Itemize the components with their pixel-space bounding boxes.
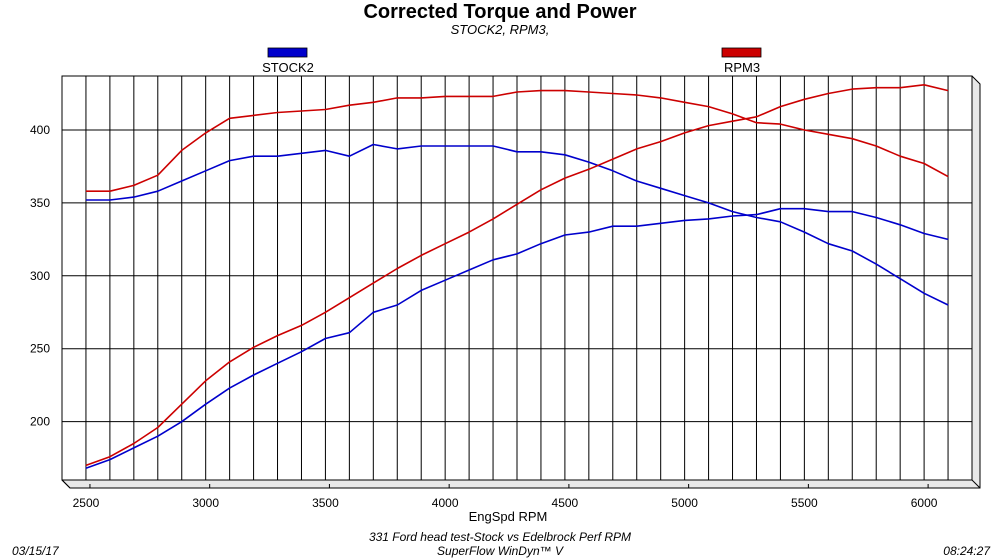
y-tick-label: 200 <box>30 415 50 429</box>
chart-subtitle: STOCK2, RPM3, <box>451 22 550 37</box>
legend-label-rpm3: RPM3 <box>724 60 760 75</box>
series-line-stock2-power <box>85 207 949 470</box>
x-tick-label: 5500 <box>791 496 818 510</box>
x-axis-label: EngSpd RPM <box>469 509 548 524</box>
x-tick-label: 2500 <box>73 496 100 510</box>
legend-label-stock2: STOCK2 <box>262 60 314 75</box>
x-tick-label: 3000 <box>192 496 219 510</box>
chart-title: Corrected Torque and Power <box>363 1 636 23</box>
series-line-stock2-torque <box>85 143 949 306</box>
plot-frame-corner <box>61 479 71 489</box>
y-tick-label: 350 <box>30 196 50 210</box>
footer-date: 03/15/17 <box>12 544 60 558</box>
y-tick-label: 250 <box>30 342 50 356</box>
y-tick-label: 300 <box>30 269 50 283</box>
series-line-rpm3-torque <box>85 89 949 192</box>
tick-labels: 2500 3000 3500 4000 4500 5000 5500 6000 200 250 30… <box>30 123 938 510</box>
x-tick-label: 5000 <box>671 496 698 510</box>
series-line-rpm3-power <box>85 84 949 467</box>
x-tick-label: 4500 <box>552 496 579 510</box>
legend-swatch-stock2 <box>267 47 308 58</box>
x-tick-label: 3500 <box>312 496 339 510</box>
grid <box>62 76 972 480</box>
footer-time: 08:24:27 <box>943 544 991 558</box>
plot-frame-corner <box>971 479 981 489</box>
footer-description: 331 Ford head test-Stock vs Edelbrock Pe… <box>369 530 631 544</box>
x-tick-label: 4000 <box>432 496 459 510</box>
legend: STOCK2 RPM3 <box>262 47 762 75</box>
footer-software: SuperFlow WinDyn™ V <box>437 544 564 558</box>
y-tick-label: 400 <box>30 123 50 137</box>
x-tick-label: 6000 <box>911 496 938 510</box>
legend-swatch-rpm3 <box>721 47 762 58</box>
series-lines <box>85 84 949 470</box>
